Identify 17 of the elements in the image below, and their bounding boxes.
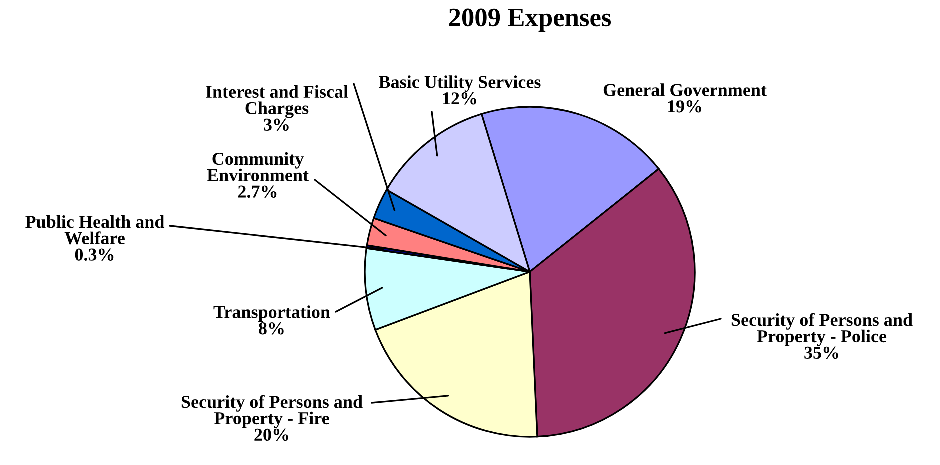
chart-title: 2009 Expenses [449,8,612,32]
slice-label: General Government [604,84,767,96]
data-label: 20% [254,428,288,442]
slice-label: Interest and Fiscal Charges [206,85,348,118]
data-label: 0.3% [75,248,114,261]
data-label: 35% [804,346,838,360]
slice-label: Security of Persons and Property - Fire [182,395,363,428]
slice-label: Public Health and Welfare [26,215,165,245]
slice-label: Basic Utility Services [379,76,541,92]
slice-label: Transportation [214,306,330,322]
data-label: 12% [443,92,476,105]
data-label: 19% [668,100,702,113]
slice-label: Security of Persons and Property - Police [732,313,913,346]
slice-label: Community Environment [207,152,309,182]
data-label: 2.7% [238,186,277,198]
data-label: 8% [259,322,284,335]
data-label: 3% [264,118,289,132]
